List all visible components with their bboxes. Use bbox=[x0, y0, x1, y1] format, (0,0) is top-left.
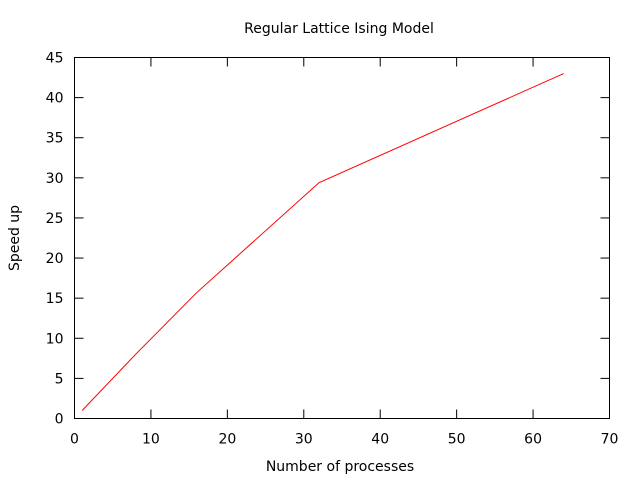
series-layer bbox=[81, 73, 564, 411]
y-axis-title: Speed up bbox=[7, 205, 23, 271]
y-tick-label: 30 bbox=[46, 171, 64, 187]
x-axis-title: Number of processes bbox=[266, 459, 414, 475]
y-axis: 0 5 10 15 20 25 30 35 40 45 bbox=[46, 51, 610, 428]
y-tick-label: 35 bbox=[46, 131, 64, 147]
x-tick-label: 40 bbox=[371, 432, 389, 448]
y-tick-label: 20 bbox=[46, 251, 64, 267]
y-tick-label: 10 bbox=[46, 331, 64, 347]
x-tick-label: 10 bbox=[142, 432, 160, 448]
y-tick-label: 0 bbox=[55, 412, 64, 428]
x-tick-label: 0 bbox=[70, 432, 79, 448]
x-tick-label: 50 bbox=[448, 432, 466, 448]
y-tick-label: 15 bbox=[46, 291, 64, 307]
y-tick-label: 25 bbox=[46, 211, 64, 227]
plot-frame bbox=[74, 57, 610, 419]
x-tick-label: 20 bbox=[218, 432, 236, 448]
y-tick-label: 45 bbox=[46, 51, 64, 67]
x-axis: 0 10 20 30 40 50 60 70 bbox=[70, 57, 619, 448]
x-tick-label: 60 bbox=[524, 432, 542, 448]
x-tick-label: 30 bbox=[295, 432, 313, 448]
speedup-series-line bbox=[81, 73, 564, 411]
chart-title: Regular Lattice Ising Model bbox=[244, 21, 434, 37]
x-tick-label: 70 bbox=[601, 432, 619, 448]
y-tick-label: 40 bbox=[46, 91, 64, 107]
y-tick-label: 5 bbox=[55, 371, 64, 387]
